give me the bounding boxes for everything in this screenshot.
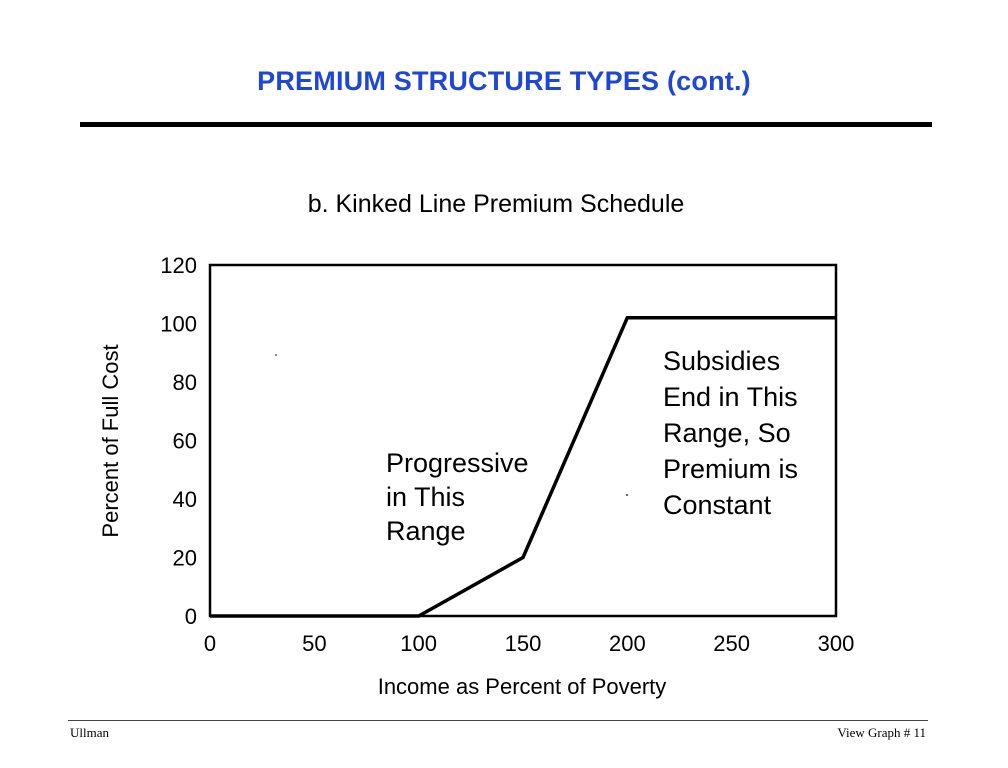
x-tick-label: 100 xyxy=(400,631,437,656)
x-tick-label: 200 xyxy=(609,631,646,656)
y-tick-label: 100 xyxy=(160,312,197,337)
footer-author: Ullman xyxy=(70,725,109,740)
title-divider xyxy=(80,122,932,127)
chart-title: b. Kinked Line Premium Schedule xyxy=(308,190,685,218)
x-tick-label: 250 xyxy=(713,631,750,656)
y-tick-label: 80 xyxy=(173,370,197,395)
annotation-line: Range xyxy=(386,516,466,546)
annotation-line: Progressive xyxy=(386,448,529,478)
footer-divider xyxy=(68,720,928,721)
x-axis-ticks: 0 50 100 150 200 250 300 xyxy=(204,631,854,656)
annotation-line: End in This xyxy=(663,382,798,412)
x-tick-label: 300 xyxy=(818,631,855,656)
y-tick-label: 120 xyxy=(160,253,197,278)
annotation-line: in This xyxy=(386,482,465,512)
y-tick-label: 20 xyxy=(173,546,197,571)
annotation-line: Constant xyxy=(663,490,772,520)
y-axis-label: Percent of Full Cost xyxy=(98,344,123,537)
annotation-line: Range, So xyxy=(663,418,791,448)
speck-mark xyxy=(275,354,277,356)
y-tick-label: 60 xyxy=(173,429,197,454)
speck-mark xyxy=(626,494,628,496)
y-tick-label: 0 xyxy=(185,604,197,629)
y-tick-label: 40 xyxy=(173,487,197,512)
slide-title: PREMIUM STRUCTURE TYPES (cont.) xyxy=(257,66,751,96)
annotation-line: Subsidies xyxy=(663,346,780,376)
footer-page-number: View Graph # 11 xyxy=(837,725,926,740)
x-axis-label: Income as Percent of Poverty xyxy=(378,674,667,699)
x-tick-label: 150 xyxy=(505,631,542,656)
plot-frame xyxy=(208,263,838,618)
y-axis-ticks: 0 20 40 60 80 100 120 xyxy=(160,253,197,629)
progressive-range-note: Progressive in This Range xyxy=(386,448,529,546)
x-tick-label: 0 xyxy=(204,631,216,656)
x-tick-label: 50 xyxy=(302,631,326,656)
constant-range-note: Subsidies End in This Range, So Premium is C… xyxy=(663,346,798,520)
series-layer xyxy=(210,315,836,618)
premium-schedule-line xyxy=(210,315,836,618)
annotation-line: Premium is xyxy=(663,454,798,484)
annotations: Progressive in This Range Subsidies End in T… xyxy=(386,346,798,546)
